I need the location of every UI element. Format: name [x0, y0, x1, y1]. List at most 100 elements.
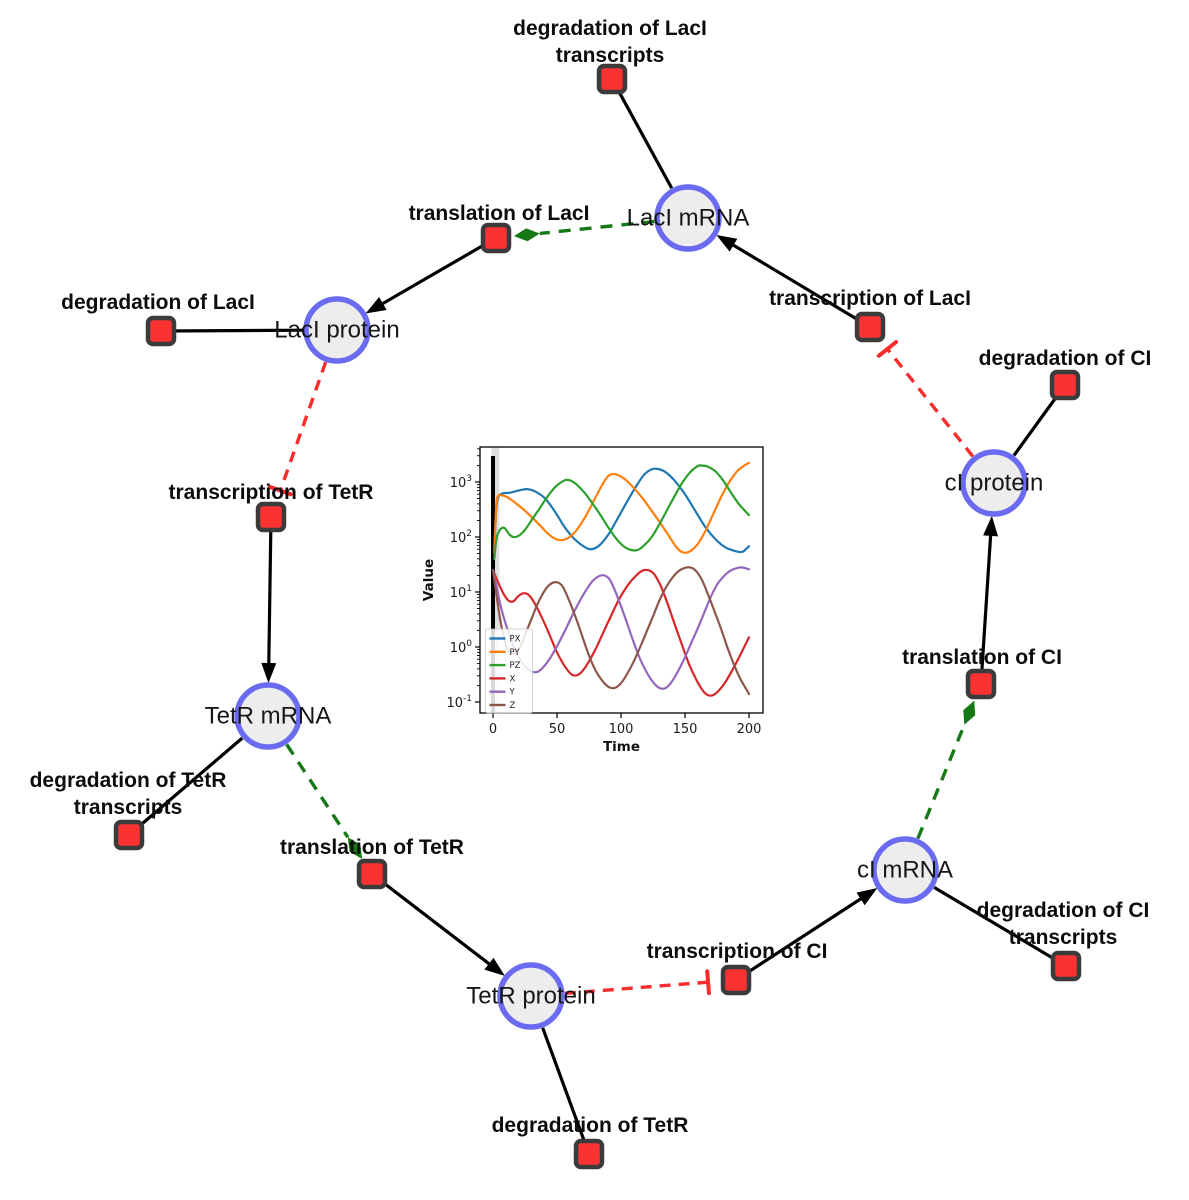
edge-production-transcription-laci-to-laci-mrna-arrowhead [716, 234, 738, 252]
y-tick-label: 101 [450, 584, 472, 601]
species-label-tetr-mrna: TetR mRNA [205, 703, 332, 730]
reaction-node-translation-tetr[interactable] [356, 858, 388, 890]
reaction-label-transcription-tetr: transcription of TetR [169, 481, 374, 504]
legend-item-X: X [489, 674, 516, 684]
series-line-PX [493, 467, 751, 554]
legend: PX PY PZ XYZ [485, 628, 533, 714]
reaction-label-translation-ci: translation of CI [902, 646, 1062, 669]
reaction-label-deg-laci-transcripts: degradation of LacI transcripts [513, 17, 707, 67]
edge-inhibition-ci-protein-to-transcription-laci [886, 347, 975, 458]
legend-label-PY: PY [510, 648, 521, 658]
legend-label-PZ: PZ [510, 661, 521, 671]
series-line-PZ [493, 464, 751, 560]
edges-layer [127, 78, 1067, 1155]
reaction-label-deg-ci: degradation of CI [979, 347, 1152, 370]
edge-production-transcription-tetr-to-tetr-mrna [267, 516, 273, 668]
edge-inhibition-laci-protein-to-transcription-tetr [278, 361, 328, 492]
edge-consumption-ci-mrna-to-deg-ci-transcripts [933, 886, 1067, 968]
edge-production-translation-ci-to-ci-protein [979, 531, 993, 685]
x-tick-label: 50 [549, 722, 566, 737]
edge-consumption-laci-protein-to-deg-laci [160, 328, 304, 333]
species-node-laci-mrna[interactable] [654, 184, 722, 252]
edge-inhibition-laci-protein-to-transcription-tetr-tbar [267, 484, 293, 497]
reaction-label-translation-tetr: translation of TetR [280, 836, 464, 859]
edge-production-translation-laci-to-laci-protein-arrowhead [365, 296, 387, 314]
y-tick-label: 100 [450, 639, 473, 656]
x-tick-label: 0 [489, 722, 497, 737]
species-label-laci-protein: LacI protein [274, 317, 399, 344]
legend-label-PX: PX [510, 635, 521, 645]
legend-label-X: X [510, 674, 516, 684]
edge-inhibition-tetr-protein-to-transcription-ci [564, 980, 709, 996]
edge-production-translation-ci-to-ci-protein-arrowhead [983, 515, 999, 537]
simulation-plot: 0 50 100 150 200Time10-1100101102103ValuePXP… [421, 446, 764, 755]
reaction-node-translation-ci[interactable] [965, 668, 997, 700]
series-line-X [491, 568, 751, 697]
edge-consumption-laci-mrna-to-deg-laci-transcripts [610, 78, 674, 189]
species-node-ci-protein[interactable] [960, 449, 1028, 517]
legend-item-PX: PX [489, 635, 521, 645]
reaction-node-deg-ci-transcripts[interactable] [1050, 950, 1082, 982]
edge-modifier-laci-mrna-to-translation-laci-arrowhead [513, 228, 540, 242]
reaction-label-transcription-laci: transcription of LacI [769, 287, 971, 310]
nodes-layer [113, 63, 1082, 1170]
reaction-label-transcription-ci: transcription of CI [647, 940, 828, 963]
reaction-label-deg-ci-transcripts: degradation of CI transcripts [977, 899, 1150, 949]
edge-production-transcription-ci-to-ci-mrna [735, 895, 865, 982]
species-label-tetr-protein: TetR protein [466, 983, 595, 1010]
y-tick-label: 102 [450, 529, 472, 546]
species-label-laci-mrna: LacI mRNA [627, 205, 750, 232]
x-axis-label: Time [603, 739, 640, 755]
species-label-ci-protein: cI protein [945, 470, 1044, 497]
edge-modifier-ci-mrna-to-translation-ci [916, 724, 966, 840]
reaction-label-deg-tetr: degradation of TetR [492, 1114, 689, 1137]
edge-consumption-tetr-mrna-to-deg-tetr-transcripts [127, 736, 244, 837]
species-label-ci-mrna: cI mRNA [857, 857, 953, 884]
species-node-ci-mrna[interactable] [871, 836, 939, 904]
edge-production-transcription-ci-to-ci-mrna-arrowhead [856, 888, 878, 906]
reaction-label-translation-laci: translation of LacI [409, 202, 590, 225]
edge-production-translation-tetr-to-tetr-protein [371, 872, 494, 968]
species-node-tetr-mrna[interactable] [234, 682, 302, 750]
reaction-node-translation-laci[interactable] [480, 222, 512, 254]
edge-modifier-ci-mrna-to-translation-ci-arrowhead [963, 700, 976, 725]
legend-item-PY: PY [489, 648, 521, 658]
edge-inhibition-ci-protein-to-transcription-laci-tbar [876, 340, 899, 358]
reaction-node-deg-ci[interactable] [1049, 369, 1081, 401]
edge-production-translation-tetr-to-tetr-protein-arrowhead [484, 957, 505, 976]
reaction-label-deg-laci: degradation of LacI [61, 291, 255, 314]
reaction-node-deg-tetr-transcripts[interactable] [113, 819, 145, 851]
legend-label-Z: Z [510, 701, 516, 711]
labels-layer: degradation of LacI transcripts translatio… [30, 17, 1152, 1137]
y-tick-label: 103 [450, 474, 472, 491]
x-tick-label: 200 [737, 722, 762, 737]
legend-item-Z: Z [489, 701, 516, 711]
legend-label-Y: Y [509, 688, 516, 698]
legend-item-Y: Y [489, 688, 516, 698]
species-node-tetr-protein[interactable] [497, 962, 565, 1030]
reaction-node-deg-tetr[interactable] [573, 1138, 605, 1170]
reaction-label-deg-tetr-transcripts: degradation of TetR transcripts [30, 769, 227, 819]
edge-production-transcription-laci-to-laci-mrna [729, 241, 871, 329]
y-axis-label: Value [421, 559, 437, 601]
legend-item-PZ: PZ [489, 661, 521, 671]
reaction-node-transcription-tetr[interactable] [255, 501, 287, 533]
species-node-laci-protein[interactable] [303, 296, 371, 364]
edge-production-transcription-tetr-to-tetr-mrna-arrowhead [261, 662, 277, 684]
reaction-node-transcription-ci[interactable] [720, 964, 752, 996]
edge-modifier-laci-mrna-to-translation-laci [539, 219, 655, 236]
edge-production-translation-laci-to-laci-protein [378, 236, 497, 307]
x-tick-label: 150 [673, 722, 698, 737]
x-tick-label: 100 [609, 722, 634, 737]
edge-modifier-tetr-mrna-to-translation-tetr [285, 743, 350, 839]
series-line-PY [493, 461, 751, 555]
edge-inhibition-tetr-protein-to-transcription-ci-tbar [705, 969, 711, 996]
reaction-node-deg-laci[interactable] [145, 315, 177, 347]
edge-consumption-tetr-protein-to-deg-tetr [541, 1027, 591, 1155]
reaction-node-deg-laci-transcripts[interactable] [596, 63, 628, 95]
y-tick-label: 10-1 [446, 694, 472, 711]
edge-modifier-tetr-mrna-to-translation-tetr-arrowhead [347, 837, 363, 859]
reaction-node-transcription-laci[interactable] [854, 311, 886, 343]
